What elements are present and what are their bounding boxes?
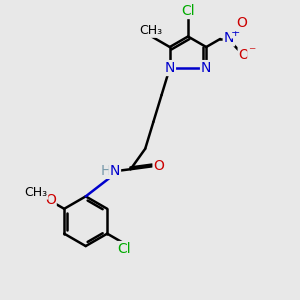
Text: CH₃: CH₃ — [24, 186, 47, 199]
Text: N: N — [110, 164, 120, 178]
Text: O: O — [45, 193, 56, 207]
Text: N: N — [165, 61, 175, 75]
Text: O: O — [239, 48, 250, 62]
Text: Cl: Cl — [181, 4, 195, 18]
Text: Cl: Cl — [117, 242, 131, 256]
Text: O: O — [154, 159, 164, 173]
Text: CH₃: CH₃ — [139, 24, 162, 37]
Text: N: N — [201, 61, 211, 75]
Text: +: + — [231, 28, 240, 38]
Text: N: N — [224, 32, 234, 45]
Text: ⁻: ⁻ — [248, 45, 256, 59]
Text: O: O — [236, 16, 247, 30]
Text: H: H — [101, 164, 111, 178]
